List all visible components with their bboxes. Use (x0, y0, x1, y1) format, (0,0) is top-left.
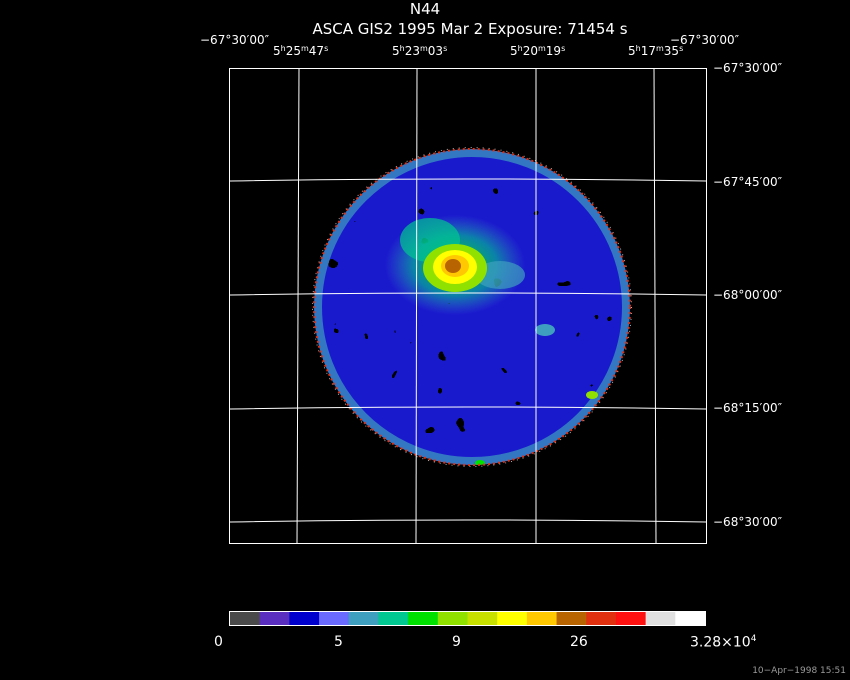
dec-label-4: −68°15′00″ (713, 401, 783, 415)
colorbar-swatch (675, 612, 706, 625)
colorbar-swatch (556, 612, 587, 625)
plot-frame (229, 68, 707, 544)
colorbar-swatch (259, 612, 290, 625)
ra-label-3: 5h20m19s (510, 44, 566, 58)
colorbar-swatch (348, 612, 380, 625)
corner-dec-left: −67°30′00″ (200, 33, 270, 47)
colorbar-swatch (437, 612, 469, 625)
colorbar-swatch (319, 612, 350, 625)
colorbar-swatch (467, 612, 498, 625)
colorbar-swatch (586, 612, 617, 625)
colorbar-swatch (645, 612, 676, 625)
colorbar-swatch (408, 612, 439, 625)
colorbar-label-4: 3.28×104 (690, 634, 757, 651)
colorbar-swatch (526, 612, 558, 625)
timestamp: 10−Apr−1998 15:51 (752, 666, 846, 676)
dec-label-5: −68°30′00″ (713, 515, 783, 529)
dec-label-1: −67°30′00″ (713, 61, 783, 75)
ra-label-2: 5h23m03s (392, 44, 448, 58)
image-subtitle: ASCA GIS2 1995 Mar 2 Exposure: 71454 s (312, 20, 628, 38)
colorbar-swatch (230, 612, 261, 625)
corner-dec-right: −67°30′00″ (670, 33, 740, 47)
coordinate-grid (229, 67, 707, 544)
colorbar-label-1: 5 (334, 634, 343, 650)
colorbar (230, 612, 706, 625)
ra-label-4: 5h17m35s (628, 44, 684, 58)
colorbar-swatch (289, 612, 320, 625)
colorbar-label-3: 26 (570, 634, 588, 650)
colorbar-swatch (615, 612, 647, 625)
x-ray-image (314, 149, 630, 465)
colorbar-swatch (497, 612, 528, 625)
ra-label-1: 5h25m47s (273, 44, 329, 58)
dec-label-3: −68°00′00″ (713, 288, 783, 302)
colorbar-frame (229, 611, 706, 626)
colorbar-swatch (378, 612, 409, 625)
colorbar-label-2: 9 (452, 634, 461, 650)
image-title: N44 (409, 0, 441, 18)
dec-label-2: −67°45′00″ (713, 175, 783, 189)
colorbar-label-0: 0 (214, 634, 223, 650)
